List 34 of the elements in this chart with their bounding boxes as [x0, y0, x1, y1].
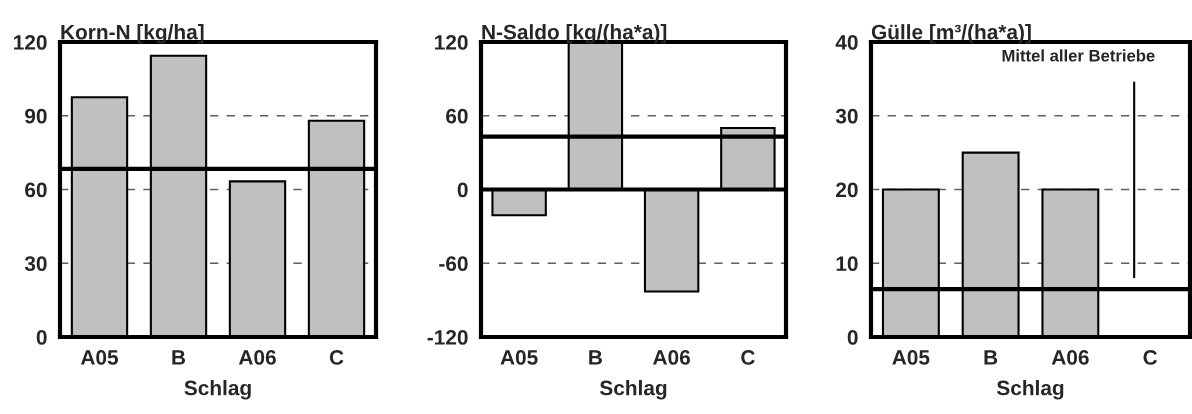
- y-tick-label: 60: [446, 108, 468, 124]
- y-tick-label: 10: [836, 256, 858, 271]
- y-tick-label: 0: [457, 182, 468, 198]
- y-tick-label: 90: [25, 108, 47, 124]
- y-tick-label: 0: [847, 330, 858, 345]
- x-tick-label: B: [984, 350, 998, 365]
- x-tick-label: A06: [1051, 350, 1089, 365]
- x-tick-label: A05: [500, 350, 538, 365]
- x-axis-title: Schlag: [184, 380, 251, 400]
- chart-title: Korn-N [kg/ha]: [61, 24, 204, 44]
- y-tick-label: 40: [835, 35, 858, 50]
- y-tick-label: -120: [427, 330, 468, 345]
- x-tick-label: A06: [653, 350, 690, 365]
- y-tick-label: 30: [24, 256, 47, 272]
- y-tick-label: 30: [835, 108, 858, 124]
- x-tick-label: B: [589, 350, 602, 365]
- x-tick-label: A05: [892, 350, 930, 365]
- x-tick-label: C: [741, 350, 755, 365]
- y-tick-label: 120: [14, 35, 47, 50]
- y-tick-label: 20: [836, 182, 858, 198]
- y-tick-label: -60: [439, 256, 468, 271]
- chart-title: Gülle [m³/(ha*a)]: [871, 24, 1031, 44]
- y-tick-label: 0: [36, 330, 47, 345]
- y-tick-label: 60: [25, 182, 47, 198]
- x-tick-label: C: [329, 350, 344, 365]
- x-tick-label: C: [1143, 350, 1158, 365]
- chart-title: N-Saldo [kg/(ha*a)]: [482, 24, 667, 44]
- x-tick-label: B: [172, 350, 186, 365]
- x-axis-title: Schlag: [599, 380, 667, 400]
- x-axis-title: Schlag: [996, 380, 1064, 400]
- y-tick-label: 120: [435, 35, 468, 50]
- ref-line-label: Mittel aller Betriebe: [1002, 49, 1155, 62]
- x-tick-label: A06: [238, 350, 276, 365]
- x-tick-label: A05: [80, 350, 119, 365]
